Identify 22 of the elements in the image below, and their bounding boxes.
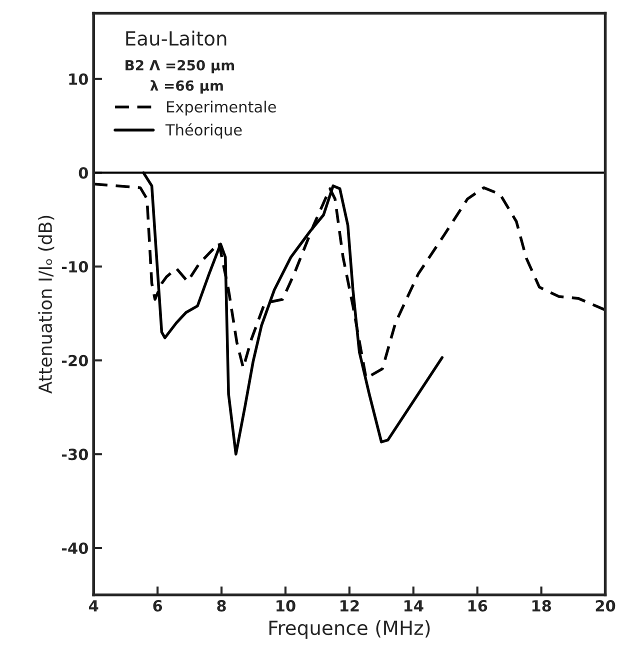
x-tick-label: 10 <box>276 600 296 612</box>
x-tick-label: 12 <box>340 600 359 612</box>
annotation: λ =66 µm <box>150 80 223 94</box>
y-tick-label: -30 <box>62 448 88 460</box>
y-tick-label: -10 <box>62 261 88 273</box>
x-tick-label: 4 <box>88 600 98 612</box>
x-tick-label: 16 <box>468 600 488 612</box>
y-axis-title: Attenuation I/Iₒ (dB) <box>38 216 54 394</box>
legend-label: Théorique <box>165 123 242 139</box>
x-tick-label: 14 <box>404 600 424 612</box>
annotation: B2 Λ =250 µm <box>126 60 234 74</box>
y-tick-label: 0 <box>78 167 88 179</box>
x-axis-title: Frequence (MHz) <box>269 620 430 639</box>
x-tick-label: 18 <box>532 600 552 612</box>
y-tick-label: -40 <box>62 542 88 554</box>
legend-label: Experimentale <box>166 100 276 116</box>
annotation: Eau-Laiton <box>126 30 226 46</box>
x-tick-label: 20 <box>596 600 616 612</box>
x-tick-label: 6 <box>153 600 162 612</box>
x-tick-label: 8 <box>217 600 226 612</box>
y-tick-label: -20 <box>62 354 88 366</box>
y-tick-label: 10 <box>69 73 88 85</box>
